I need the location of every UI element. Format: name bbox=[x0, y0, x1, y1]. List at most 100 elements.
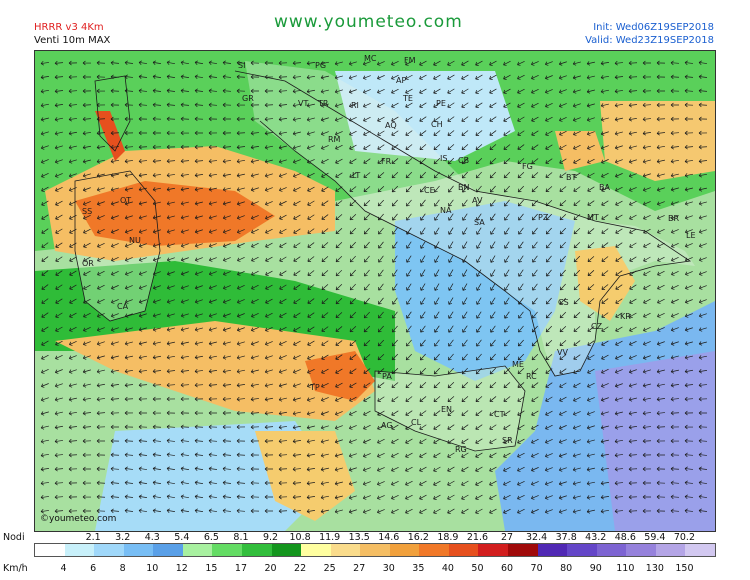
wind-arrow bbox=[657, 284, 665, 290]
wind-arrow bbox=[405, 367, 413, 375]
wind-arrow bbox=[236, 355, 245, 360]
wind-arrow bbox=[334, 495, 343, 500]
wind-arrow bbox=[250, 327, 259, 332]
wind-arrow bbox=[698, 438, 708, 444]
wind-arrow bbox=[236, 159, 246, 164]
wind-arrow bbox=[628, 369, 637, 374]
wind-arrow bbox=[334, 453, 343, 458]
site-url[interactable]: www.youmeteo.com bbox=[274, 12, 463, 32]
wind-arrow bbox=[698, 74, 708, 80]
city-label: CE bbox=[424, 186, 435, 195]
wind-arrow bbox=[448, 353, 454, 361]
wind-arrow bbox=[236, 88, 246, 94]
wind-arrow bbox=[461, 102, 469, 108]
wind-arrow bbox=[320, 439, 329, 444]
wind-arrow bbox=[419, 367, 427, 375]
wind-arrow bbox=[531, 61, 539, 66]
city-label: BN bbox=[458, 183, 470, 192]
wind-arrow bbox=[377, 102, 385, 108]
wind-arrow bbox=[559, 213, 567, 221]
city-label: PA bbox=[382, 372, 392, 381]
wind-arrow bbox=[152, 438, 162, 444]
kmh-value: 20 bbox=[264, 563, 277, 574]
wind-arrow bbox=[587, 172, 595, 178]
wind-arrow bbox=[377, 185, 385, 193]
wind-arrow bbox=[54, 452, 64, 458]
wind-arrow bbox=[600, 495, 610, 500]
wind-arrow bbox=[124, 480, 134, 486]
wind-arrow bbox=[194, 299, 203, 304]
wind-arrow bbox=[250, 341, 259, 346]
wind-arrow bbox=[321, 312, 329, 318]
wind-arrow bbox=[587, 256, 595, 263]
wind-arrow bbox=[208, 116, 218, 122]
wind-arrow bbox=[420, 269, 426, 277]
wind-arrow bbox=[138, 285, 147, 290]
wind-arrow bbox=[306, 495, 316, 500]
wind-arrow bbox=[377, 75, 385, 80]
wind-arrow bbox=[306, 481, 316, 486]
wind-arrow bbox=[391, 494, 399, 500]
wind-arrow bbox=[335, 214, 343, 220]
wind-arrow bbox=[531, 75, 539, 80]
wind-arrow bbox=[138, 369, 148, 374]
wind-arrow bbox=[684, 494, 694, 500]
wind-arrow bbox=[166, 508, 176, 513]
wind-arrow bbox=[461, 144, 469, 151]
wind-arrow bbox=[419, 424, 427, 430]
wind-arrow bbox=[559, 117, 567, 122]
wind-arrow bbox=[194, 424, 204, 430]
wind-arrow bbox=[475, 130, 483, 136]
wind-arrow bbox=[321, 214, 329, 220]
wind-arrow bbox=[250, 145, 260, 150]
wind-arrow bbox=[447, 508, 455, 514]
wind-arrow bbox=[306, 89, 315, 94]
wind-arrow bbox=[614, 411, 623, 416]
wind-arrow bbox=[405, 88, 413, 94]
wind-arrow bbox=[545, 339, 553, 347]
wind-arrow bbox=[447, 452, 455, 458]
wind-arrow bbox=[558, 61, 567, 66]
wind-arrow bbox=[307, 159, 315, 164]
wind-arrow bbox=[348, 75, 357, 80]
wind-arrow bbox=[321, 186, 329, 192]
wind-arrow bbox=[698, 144, 708, 150]
wind-arrow bbox=[69, 284, 77, 290]
wind-arrow bbox=[152, 257, 161, 262]
wind-arrow bbox=[405, 158, 413, 165]
wind-arrow bbox=[601, 159, 609, 164]
wind-arrow bbox=[250, 466, 260, 472]
wind-arrow bbox=[194, 382, 204, 388]
wind-arrow bbox=[642, 102, 652, 108]
kmh-value: 50 bbox=[471, 563, 484, 574]
wind-arrow bbox=[236, 173, 245, 178]
field-title: Venti 10m MAX bbox=[34, 35, 111, 46]
wind-arrow bbox=[124, 396, 134, 402]
wind-arrow bbox=[600, 61, 610, 66]
wind-arrow bbox=[546, 255, 552, 263]
knot-value: 10.8 bbox=[289, 532, 311, 543]
wind-arrow bbox=[656, 159, 665, 164]
wind-arrow bbox=[586, 439, 595, 444]
wind-arrow bbox=[462, 241, 468, 249]
wind-arrow bbox=[138, 144, 148, 150]
wind-arrow bbox=[166, 382, 176, 388]
wind-arrow bbox=[306, 117, 315, 122]
wind-arrow bbox=[278, 383, 287, 388]
wind-arrow bbox=[166, 327, 175, 332]
wind-arrow bbox=[419, 508, 427, 514]
wind-map[interactable] bbox=[34, 50, 716, 532]
wind-arrow bbox=[433, 130, 441, 136]
wind-arrow bbox=[41, 326, 49, 332]
wind-arrow bbox=[698, 130, 708, 136]
wind-arrow bbox=[110, 355, 119, 360]
wind-arrow bbox=[573, 131, 581, 136]
wind-arrow bbox=[236, 187, 245, 192]
wind-arrow bbox=[573, 297, 581, 305]
wind-arrow bbox=[614, 103, 623, 108]
wind-arrow bbox=[531, 438, 539, 444]
wind-arrow bbox=[264, 102, 274, 108]
wind-arrow bbox=[671, 243, 679, 248]
wind-arrow bbox=[698, 313, 707, 318]
wind-arrow bbox=[586, 75, 595, 80]
